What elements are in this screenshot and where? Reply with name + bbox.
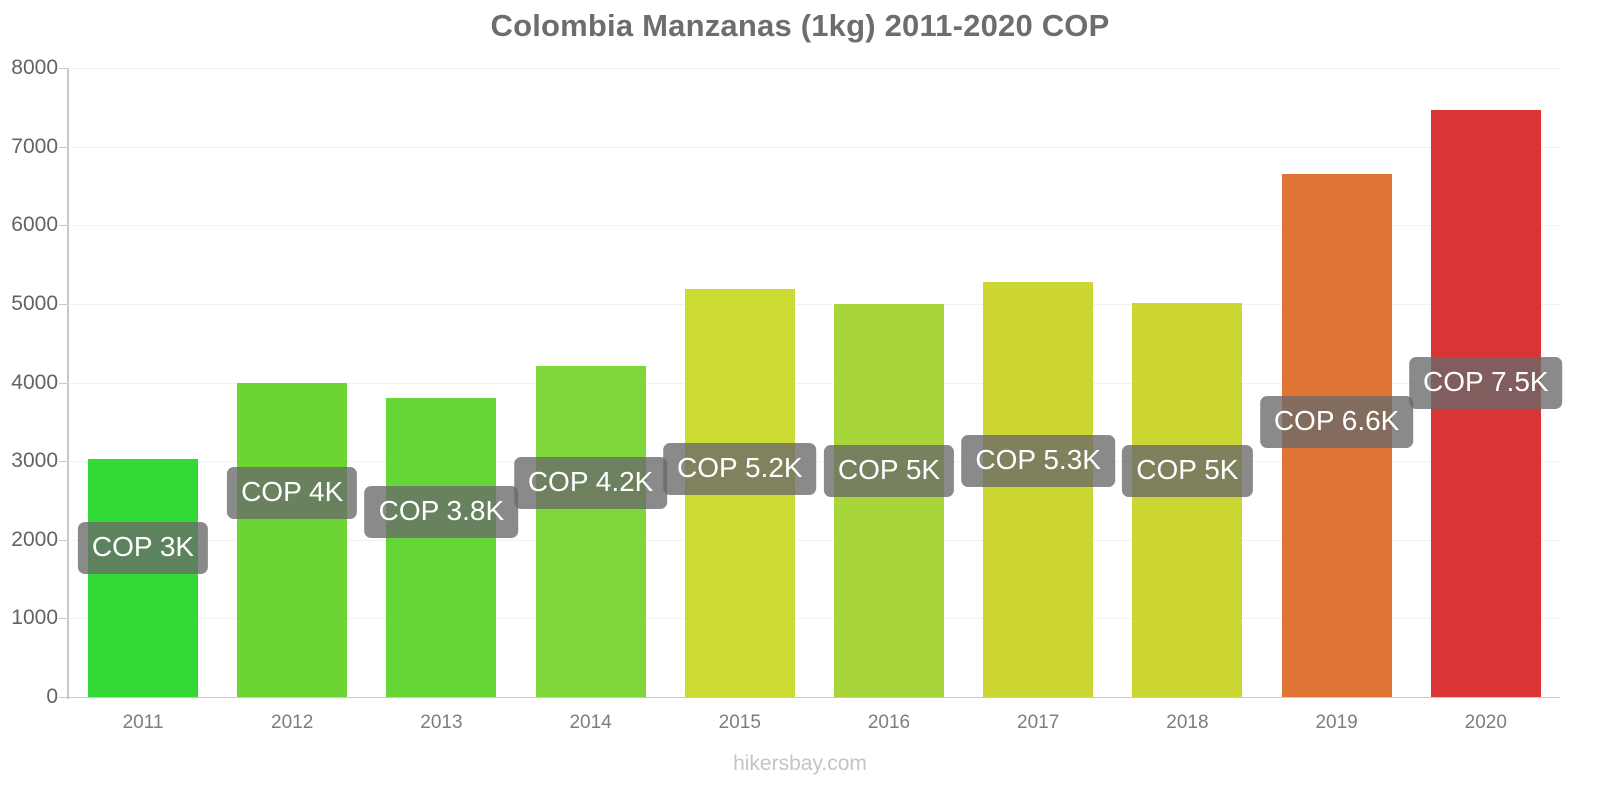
y-axis-line: [67, 68, 69, 699]
y-axis-tick: [59, 539, 68, 541]
gridline: [68, 146, 1560, 148]
gridline: [68, 68, 1560, 69]
value-label: COP 5.2K: [663, 442, 817, 495]
bar[interactable]: [834, 303, 944, 697]
bar[interactable]: [535, 366, 646, 697]
value-label: COP 7.5K: [1409, 356, 1563, 409]
chart-title: Colombia Manzanas (1kg) 2011-2020 COP: [490, 8, 1110, 43]
x-axis-tick-label: 2017: [1017, 712, 1060, 733]
x-axis-line: [68, 697, 1560, 698]
y-axis-tick: [59, 146, 68, 148]
x-axis-tick-label: 2018: [1166, 712, 1209, 733]
bar[interactable]: [1132, 303, 1243, 697]
gridline: [68, 303, 1560, 305]
y-axis-tick: [59, 461, 68, 463]
x-axis-tick-label: 2016: [867, 712, 911, 733]
y-axis-tick-label: 2000: [11, 527, 58, 551]
footer-credit: hikersbay.com: [733, 752, 867, 775]
value-label: COP 5K: [1122, 445, 1253, 498]
gridline: [68, 225, 1560, 227]
x-axis-tick-label: 2012: [271, 712, 314, 733]
x-axis-tick-label: 2014: [569, 712, 612, 733]
plot-area: [68, 68, 1560, 697]
y-axis-tick-label: 5000: [11, 291, 58, 315]
value-label: COP 3.8K: [364, 486, 519, 539]
x-axis-tick-label: 2011: [122, 712, 164, 733]
y-axis-tick: [59, 225, 68, 227]
y-axis-tick-label: 7000: [11, 134, 58, 158]
y-axis-tick: [59, 618, 68, 620]
value-label: COP 4K: [227, 466, 358, 519]
bar[interactable]: [237, 382, 348, 697]
y-axis-tick-label: 1000: [11, 606, 58, 630]
y-axis-tick: [59, 303, 68, 305]
bar[interactable]: [88, 458, 198, 697]
y-axis-tick-label: 4000: [11, 370, 58, 394]
bar[interactable]: [983, 281, 1094, 697]
bar[interactable]: [386, 398, 497, 697]
y-axis-tick: [59, 697, 68, 698]
gridline: [68, 618, 1560, 620]
y-axis-tick: [59, 382, 68, 384]
gridline: [68, 382, 1560, 384]
value-label: COP 6.6K: [1259, 395, 1414, 448]
y-axis-tick-label: 0: [46, 685, 58, 708]
y-axis-tick-label: 3000: [11, 449, 58, 473]
x-axis-tick-label: 2020: [1464, 712, 1507, 733]
x-axis-tick-label: 2013: [420, 712, 463, 733]
value-label: COP 5K: [823, 445, 955, 498]
x-axis-tick-label: 2019: [1315, 712, 1358, 733]
x-axis-tick-label: 2015: [718, 712, 761, 733]
gridline: [68, 539, 1560, 541]
y-axis-tick: [59, 68, 68, 69]
value-label: COP 4.2K: [513, 457, 668, 510]
y-axis-tick-label: 8000: [11, 56, 58, 79]
value-label: COP 3K: [77, 521, 209, 574]
y-axis-tick-label: 6000: [11, 213, 58, 237]
value-label: COP 5.3K: [961, 435, 1115, 488]
